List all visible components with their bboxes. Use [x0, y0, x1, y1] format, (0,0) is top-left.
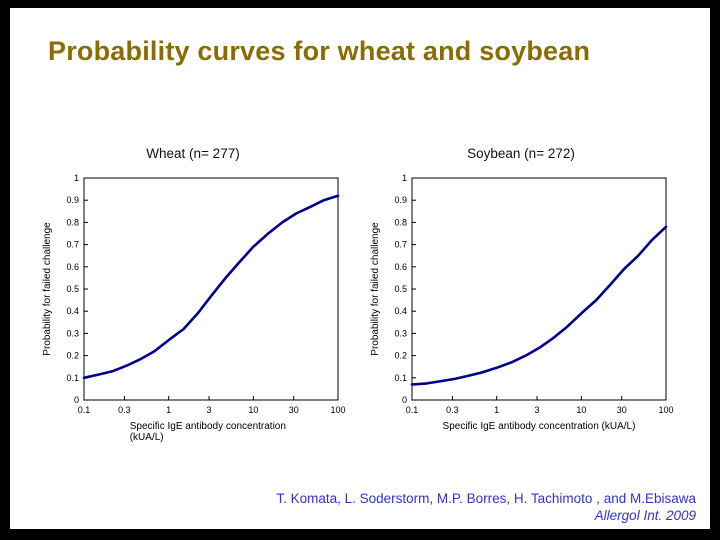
svg-text:100: 100	[330, 405, 345, 415]
svg-text:0.9: 0.9	[66, 195, 79, 205]
svg-text:1: 1	[166, 405, 171, 415]
svg-text:0.7: 0.7	[394, 240, 407, 250]
svg-text:0.6: 0.6	[66, 262, 79, 272]
svg-text:0.7: 0.7	[66, 240, 79, 250]
citation: T. Komata, L. Soderstorm, M.P. Borres, H…	[276, 491, 696, 525]
svg-text:0.1: 0.1	[406, 405, 419, 415]
svg-text:0.8: 0.8	[66, 217, 79, 227]
svg-text:3: 3	[535, 405, 540, 415]
slide-title: Probability curves for wheat and soybean	[48, 36, 591, 66]
svg-text:Probability for failed challen: Probability for failed challenge	[370, 222, 381, 356]
svg-text:0.6: 0.6	[394, 262, 407, 272]
svg-text:1: 1	[402, 173, 407, 183]
svg-text:0.5: 0.5	[66, 284, 79, 294]
soybean-plot-canvas: 0 0.1 0.2 0.3 0.4 0.5 0.6 0.7 0.8 0.9 1 0.1 0.3 1 3 10 3…	[366, 168, 676, 460]
svg-text:Specific IgE antibody concentr: Specific IgE antibody concentration (kUA…	[443, 421, 636, 432]
svg-text:0.3: 0.3	[394, 328, 407, 338]
svg-text:10: 10	[248, 405, 258, 415]
svg-text:0: 0	[74, 395, 79, 405]
svg-text:(kUA/L): (kUA/L)	[130, 432, 164, 443]
svg-text:0.2: 0.2	[66, 351, 79, 361]
svg-text:3: 3	[207, 405, 212, 415]
plot-svg: 00.10.20.30.40.50.60.70.80.910.1 0.3 1 3 10 3…	[370, 173, 674, 432]
svg-text:0.5: 0.5	[394, 284, 407, 294]
svg-text:30: 30	[617, 405, 627, 415]
svg-text:0: 0	[402, 395, 407, 405]
svg-text:0.3: 0.3	[118, 405, 131, 415]
chart-soybean: Soybean (n= 272) 0 0.1 0.2 0.3 0.4 0.5 0.6 0.7 0…	[366, 146, 676, 460]
svg-text:0.1: 0.1	[66, 373, 79, 383]
chart-wheat: Wheat (n= 277) 0 0.1 0.2 0.3 0.4 0.5 0.6 0.7 0.8…	[38, 146, 348, 460]
citation-journal: Allergol Int. 2009	[594, 508, 696, 524]
svg-text:0.2: 0.2	[394, 351, 407, 361]
svg-text:30: 30	[289, 405, 299, 415]
svg-text:0.4: 0.4	[394, 306, 407, 316]
svg-text:0.8: 0.8	[394, 217, 407, 227]
plot-svg: 00.10.20.30.40.50.60.70.80.910.1 0.3 1 3 10 3…	[42, 173, 346, 443]
svg-text:0.4: 0.4	[66, 306, 79, 316]
svg-text:0.1: 0.1	[78, 405, 91, 415]
svg-text:Probability for failed challen: Probability for failed challenge	[42, 222, 53, 356]
slide: Probability curves for wheat and soybean…	[10, 8, 710, 529]
svg-text:1: 1	[494, 405, 499, 415]
svg-text:0.9: 0.9	[394, 195, 407, 205]
chart-title-wheat: Wheat (n= 277)	[146, 146, 240, 161]
svg-text:0.3: 0.3	[446, 405, 459, 415]
svg-text:Specific IgE antibody concentr: Specific IgE antibody concentration	[130, 421, 286, 432]
svg-text:0.1: 0.1	[394, 373, 407, 383]
svg-text:0.3: 0.3	[66, 328, 79, 338]
svg-text:100: 100	[658, 405, 673, 415]
wheat-plot-canvas: 0 0.1 0.2 0.3 0.4 0.5 0.6 0.7 0.8 0.9 1 0.1 0.3 1 3 10 3…	[38, 168, 348, 460]
svg-text:10: 10	[576, 405, 586, 415]
citation-authors: T. Komata, L. Soderstorm, M.P. Borres, H…	[276, 491, 696, 507]
chart-title-soybean: Soybean (n= 272)	[467, 146, 575, 161]
svg-text:1: 1	[74, 173, 79, 183]
